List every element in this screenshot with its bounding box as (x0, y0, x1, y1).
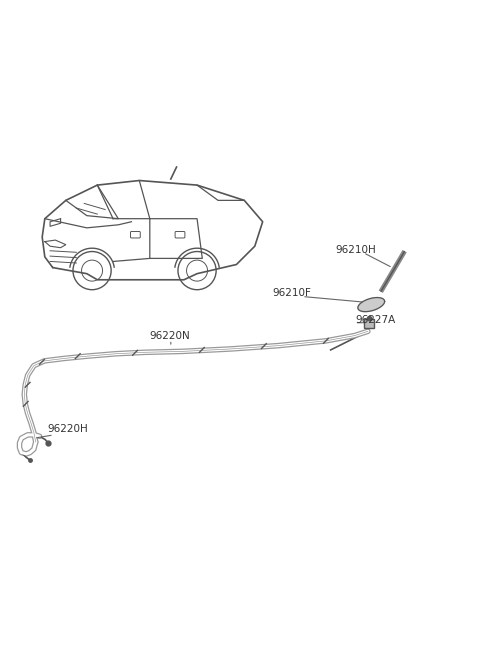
Text: 96220N: 96220N (149, 331, 190, 341)
FancyBboxPatch shape (364, 320, 374, 328)
Text: 96227A: 96227A (356, 315, 396, 325)
Text: 96210F: 96210F (273, 288, 312, 299)
Text: 96220H: 96220H (47, 424, 88, 434)
Polygon shape (358, 297, 384, 312)
Text: 96210H: 96210H (336, 244, 376, 255)
